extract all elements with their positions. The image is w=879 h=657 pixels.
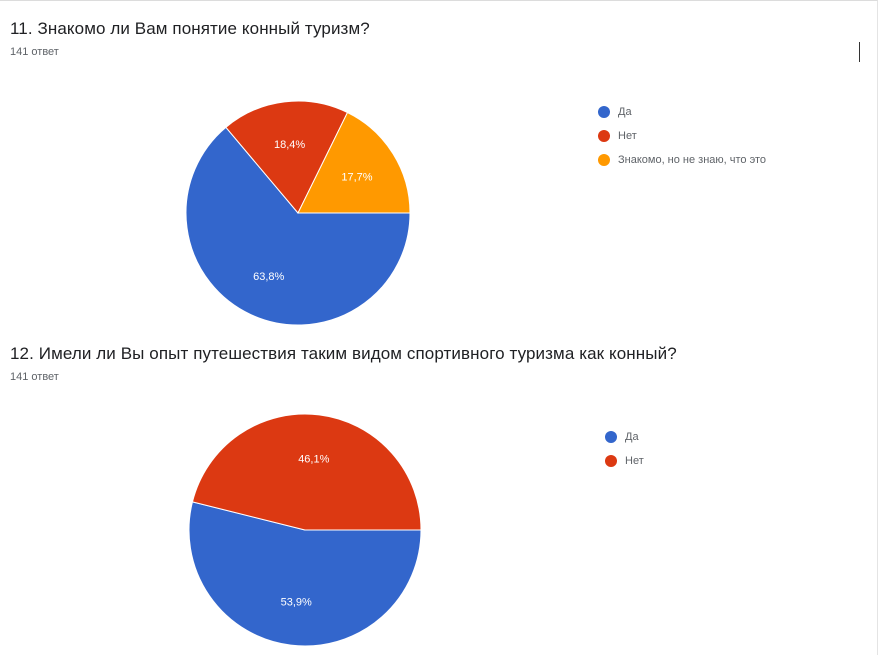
legend-swatch — [598, 106, 610, 118]
slice-label-1-0: 53,9% — [281, 596, 312, 608]
pie-slice-1-1 — [191, 413, 422, 531]
question-card-12: 12. Имели ли Вы опыт путешествия таким в… — [0, 330, 879, 656]
legend-swatch — [605, 431, 617, 443]
legend-item-0-0: Да — [598, 100, 766, 124]
legend-item-0-2: Знакомо, но не знаю, что это — [598, 148, 766, 172]
slice-label-0-2: 17,7% — [341, 171, 372, 183]
pie-slice-0-2 — [297, 111, 411, 214]
text-cursor — [859, 42, 860, 62]
question-card-11: 11. Знакомо ли Вам понятие конный туризм… — [10, 19, 860, 326]
response-count-11: 141 ответ — [10, 46, 59, 58]
legend-swatch — [598, 130, 610, 142]
legend-label: Знакомо, но не знаю, что это — [618, 154, 767, 166]
pie-chart-12: 53,9% 46,1% — [188, 413, 422, 647]
question-title-12: 12. Имели ли Вы опыт путешествия таким в… — [10, 344, 677, 363]
pie-slice-0-1 — [225, 100, 349, 214]
legend-label: Да — [625, 431, 639, 443]
legend-item-1-1: Нет — [605, 449, 644, 473]
pie-slice-1-0 — [188, 501, 422, 647]
legend-11: Да Нет Знакомо, но не знаю, что это — [598, 100, 766, 172]
pie-chart-11: 63,8% 18,4% 17,7% — [185, 100, 411, 326]
slice-label-0-1: 18,4% — [274, 139, 305, 151]
legend-label: Нет — [625, 455, 644, 467]
legend-item-1-0: Да — [605, 425, 644, 449]
response-count-12: 141 ответ — [10, 371, 59, 383]
slice-label-1-1: 46,1% — [298, 454, 329, 466]
legend-item-0-1: Нет — [598, 124, 766, 148]
question-title-11: 11. Знакомо ли Вам понятие конный туризм… — [10, 19, 370, 38]
legend-label: Нет — [618, 130, 637, 142]
legend-12: Да Нет — [605, 425, 644, 473]
legend-swatch — [598, 154, 610, 166]
slice-label-0-0: 63,8% — [253, 271, 284, 283]
legend-label: Да — [618, 106, 632, 118]
pie-slice-0-0 — [185, 126, 411, 326]
legend-swatch — [605, 455, 617, 467]
